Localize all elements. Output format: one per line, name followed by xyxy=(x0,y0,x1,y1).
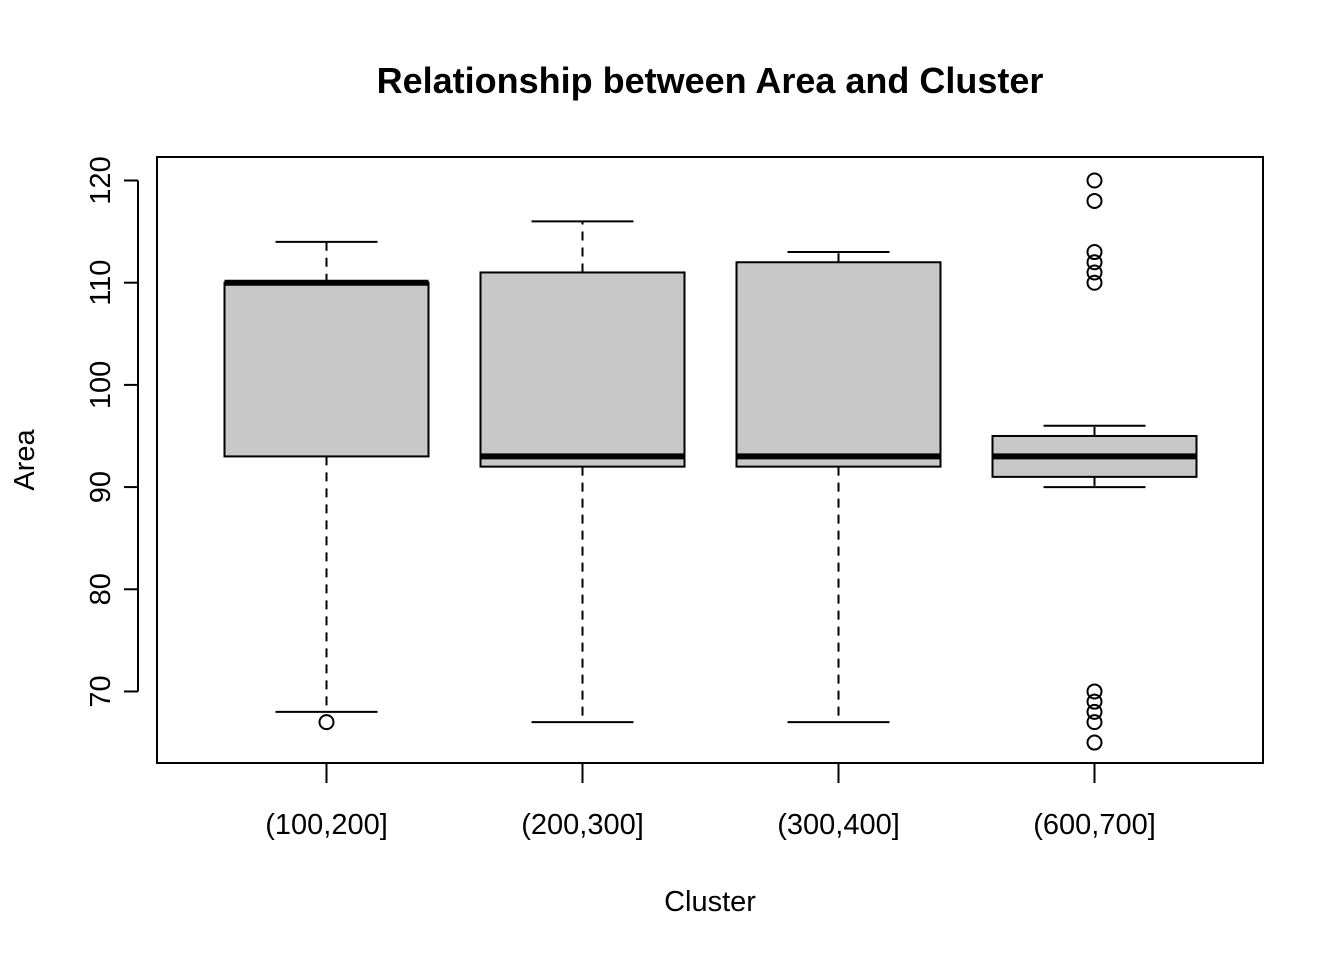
plot-area xyxy=(223,172,1198,751)
iqr-box xyxy=(735,261,942,468)
outlier-point xyxy=(1086,244,1103,261)
outlier-point xyxy=(1086,274,1103,291)
x-tick-label: (300,400] xyxy=(777,809,900,841)
y-tick-label: 80 xyxy=(85,573,117,605)
box-group xyxy=(223,240,430,731)
x-axis-label: Cluster xyxy=(664,886,756,918)
outlier-point xyxy=(1086,192,1103,209)
outlier-point xyxy=(1086,683,1103,700)
outlier-point xyxy=(1086,172,1103,189)
box-group xyxy=(735,251,942,724)
outlier-point xyxy=(318,714,335,731)
y-tick-label: 120 xyxy=(85,156,117,204)
outlier-point xyxy=(1086,734,1103,751)
y-tick-label: 110 xyxy=(85,260,117,306)
x-tick-label: (200,300] xyxy=(521,809,644,841)
outlier-point xyxy=(1086,693,1103,710)
box-group xyxy=(479,220,686,724)
iqr-box xyxy=(223,281,430,458)
x-tick-label: (600,700] xyxy=(1033,809,1156,841)
y-tick-label: 100 xyxy=(85,361,117,409)
plot-frame xyxy=(156,156,1264,764)
x-tick-label: (100,200] xyxy=(265,809,388,841)
outlier-point xyxy=(1086,703,1103,720)
outlier-point xyxy=(1086,264,1103,281)
x-axis: (100,200] (200,300] (300,400] (600,700] xyxy=(265,763,1156,841)
y-axis: 70 80 90 100 110 120 xyxy=(85,156,139,708)
chart-title: Relationship between Area and Cluster xyxy=(377,60,1044,101)
y-tick-label: 70 xyxy=(85,675,117,707)
outlier-point xyxy=(1086,714,1103,731)
outlier-point xyxy=(1086,254,1103,271)
box-group xyxy=(991,172,1198,751)
y-axis-label: Area xyxy=(9,429,41,491)
iqr-box xyxy=(479,271,686,468)
y-tick-label: 90 xyxy=(85,471,117,503)
